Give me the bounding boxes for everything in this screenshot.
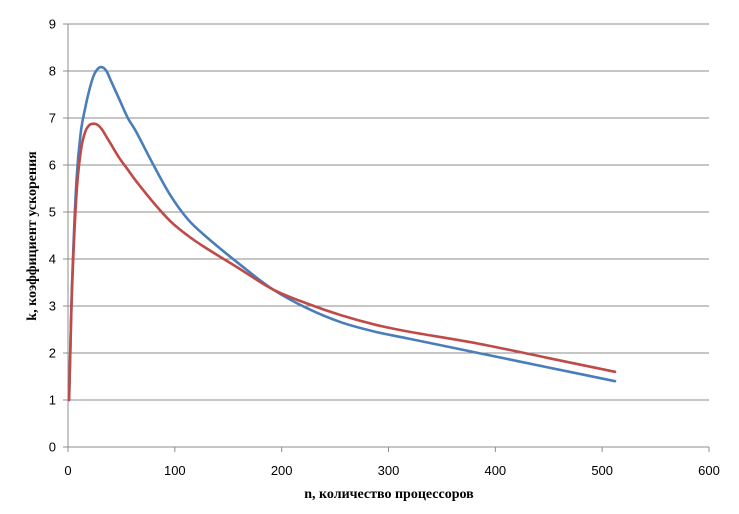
y-tick-labels: 0 1 2 3 4 5 6 7 8 9	[49, 17, 56, 455]
x-tick-label: 500	[591, 463, 613, 478]
gridlines	[68, 23, 709, 401]
y-tick-label: 2	[49, 346, 56, 361]
x-tick-label: 600	[698, 463, 720, 478]
axes	[63, 23, 710, 452]
y-tick-label: 3	[49, 299, 56, 314]
x-tick-label: 300	[378, 463, 400, 478]
x-axis-title: n, количество процессоров	[304, 487, 474, 502]
y-tick-label: 9	[49, 17, 56, 32]
series-line-2	[67, 122, 617, 402]
series-line-1	[67, 65, 617, 402]
y-tick-label: 7	[49, 111, 56, 126]
x-tick-label: 200	[271, 463, 293, 478]
y-tick-label: 8	[49, 64, 56, 79]
y-tick-label: 6	[49, 158, 56, 173]
y-tick-label: 4	[49, 252, 56, 267]
y-axis-title: k, коэффициент ускорения	[25, 151, 40, 321]
x-tick-label: 400	[484, 463, 506, 478]
series-group	[67, 65, 617, 402]
y-tick-label: 1	[49, 393, 56, 408]
x-tick-labels: 0 100 200 300 400 500 600	[64, 463, 719, 478]
x-tick-label: 0	[64, 463, 71, 478]
y-tick-label: 5	[49, 205, 56, 220]
y-tick-label: 0	[49, 440, 56, 455]
x-tick-label: 100	[164, 463, 186, 478]
